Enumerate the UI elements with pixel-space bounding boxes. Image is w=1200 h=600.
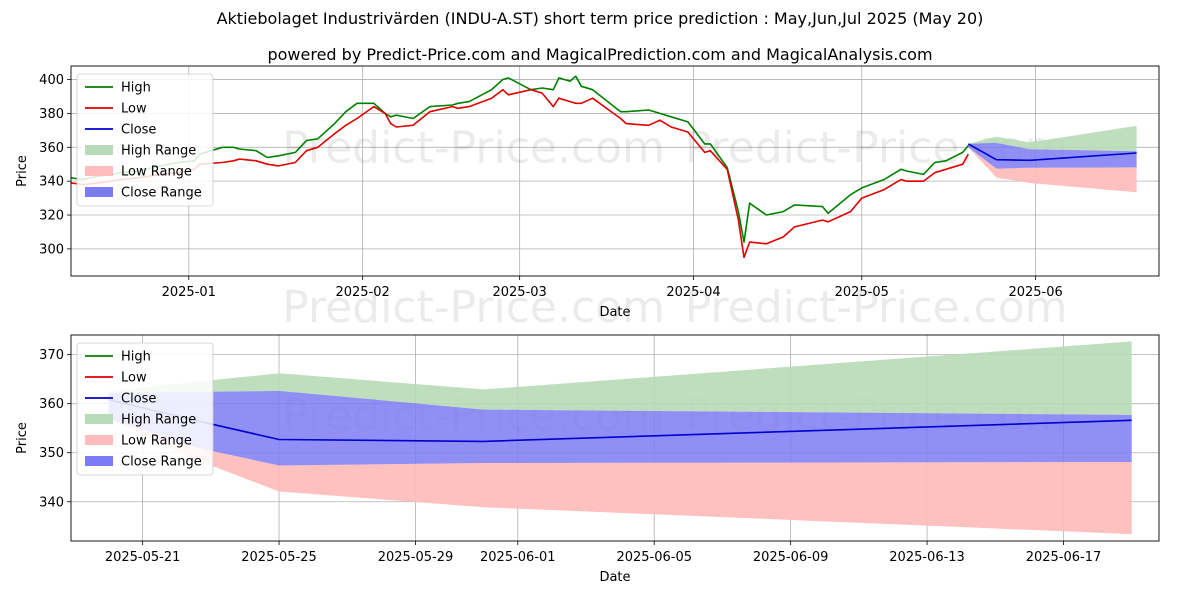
x-tick-label: 2025-02 [335,285,389,300]
y-tick-label: 300 [39,242,64,257]
legend-label: Close [121,392,156,407]
y-tick-label: 340 [39,495,64,510]
x-tick-label: 2025-06-17 [1026,550,1102,565]
x-tick-label: 2025-04 [666,285,720,300]
watermark: Predict-Price.com [282,123,665,174]
legend-label: Low [121,371,147,386]
legend-swatch-patch [85,145,113,155]
y-tick-label: 370 [39,348,64,363]
legend-label: Close Range [121,455,202,470]
plot-area [108,341,1132,535]
high-range-band [968,125,1137,152]
legend-label: Close Range [121,186,202,201]
close-range-band [968,142,1137,169]
x-tick-label: 2025-05-29 [378,550,454,565]
y-tick-label: 360 [39,141,64,156]
legend-label: Low [121,102,147,117]
x-tick-label: 2025-06-13 [889,550,965,565]
close-range-band [108,390,1132,466]
legend-swatch-patch [85,435,113,445]
close-forecast-line [967,143,1137,162]
y-axis-label: Price [15,422,30,454]
low-series-line [71,88,969,259]
legend: High Low Close High Range Low Range Close Ran… [76,342,214,476]
x-tick-label: 2025-06-09 [753,550,829,565]
x-axis-label: Date [599,570,630,585]
y-tick-label: 340 [39,175,64,190]
chart-panel-2: 340 350 360 370 2025-05-21 2025-05-25 2025-05-… [15,334,1160,585]
high-range-band [108,341,1132,415]
low-range-band [968,147,1137,193]
x-tick-label: 2025-05-21 [105,550,181,565]
legend-label: High [121,350,151,365]
legend-swatch-patch [85,187,113,197]
x-tick-label: 2025-06 [1008,285,1062,300]
legend-label: High [121,81,151,96]
x-axis-label: Date [599,305,630,320]
y-tick-label: 360 [39,397,64,412]
watermark: Predict-Price.com [282,282,665,333]
chart-title: Aktiebolaget Industrivärden (INDU-A.ST) … [216,9,984,28]
legend-label: High Range [121,413,196,428]
watermark: Predict-Price.com [685,282,1068,333]
legend-swatch-patch [85,456,113,466]
legend-label: Close [121,123,156,138]
y-axis-label: Price [15,155,30,187]
y-tick-label: 320 [39,209,64,224]
x-tick-label: 2025-05-25 [241,550,317,565]
low-range-band [108,418,1132,535]
legend-swatch-patch [85,166,113,176]
x-tick-label: 2025-06-01 [480,550,556,565]
legend-label: Low Range [121,434,192,449]
axes-frame [70,65,1160,277]
x-tick-label: 2025-06-05 [616,550,692,565]
y-tick-label: 400 [39,73,64,88]
legend-swatch-patch [85,414,113,424]
y-tick-label: 350 [39,446,64,461]
plot-area [71,75,1137,259]
x-tick-label: 2025-01 [162,285,216,300]
x-tick-label: 2025-03 [492,285,546,300]
axes-frame [70,334,1160,542]
chart-panel-1: 300 320 340 360 380 400 2025-01 2025-02 2025-03 2… [15,65,1160,333]
x-tick-label: 2025-05 [835,285,889,300]
chart-subtitle: powered by Predict-Price.com and Magical… [267,45,933,64]
y-tick-label: 380 [39,107,64,122]
legend-label: High Range [121,144,196,159]
legend: High Low Close High Range Low Range Close Ran… [76,73,214,207]
legend-label: Low Range [121,165,192,180]
